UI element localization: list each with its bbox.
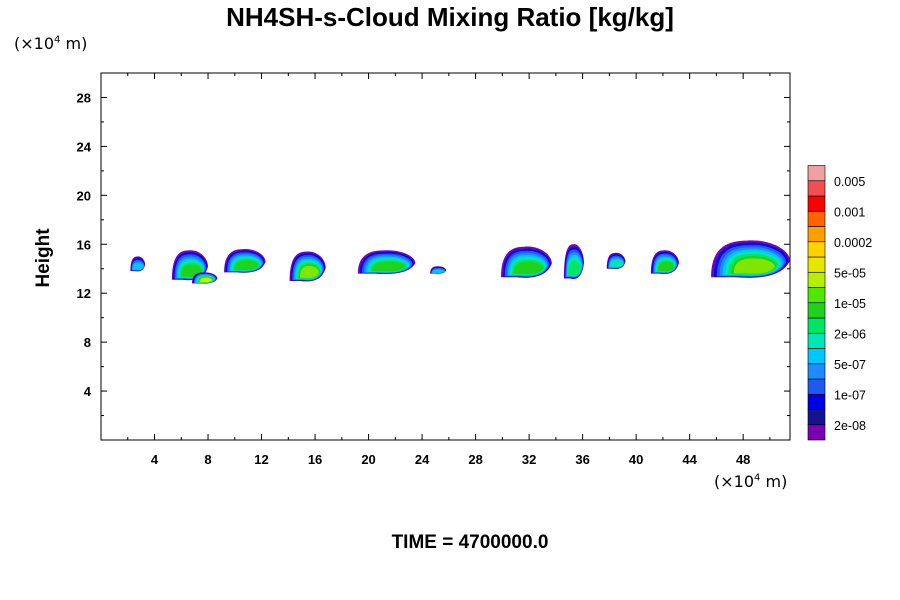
- y-unit-exp: 4: [54, 34, 61, 46]
- colorbar-swatch: [807, 409, 826, 426]
- y-tick-label: 28: [77, 90, 91, 105]
- colorbar-swatch: [807, 180, 826, 197]
- y-tick-label: 4: [84, 384, 92, 399]
- chart-title: NH4SH-s-Cloud Mixing Ratio [kg/kg]: [226, 2, 674, 32]
- cloud-patch: [563, 244, 584, 280]
- cloud-patch: [650, 250, 679, 274]
- cloud-contour-level: [300, 265, 319, 279]
- colorbar-label: 1e-05: [834, 297, 866, 311]
- cloud-patch: [289, 251, 326, 282]
- colorbar-label: 0.001: [834, 205, 865, 219]
- colorbar-swatch: [807, 424, 826, 441]
- x-tick-label: 20: [361, 452, 375, 467]
- cloud-contour-level: [568, 260, 582, 276]
- cloud-contour-level: [513, 261, 544, 275]
- y-unit-prefix: (×10: [14, 34, 55, 53]
- colorbar-swatch: [807, 287, 826, 304]
- plot-frame: [100, 72, 791, 441]
- colorbar-swatch: [807, 348, 826, 365]
- colorbar-swatch: [807, 241, 826, 258]
- x-tick-label: 16: [308, 452, 322, 467]
- y-tick-label: 12: [77, 286, 91, 301]
- x-tick-label: 40: [629, 452, 643, 467]
- cloud-contour-level: [610, 260, 624, 268]
- colorbar-swatch: [807, 378, 826, 395]
- x-tick-label: 4: [151, 452, 159, 467]
- cloud-patch: [501, 246, 552, 278]
- x-tick-label: 32: [522, 452, 536, 467]
- x-tick-label: 48: [736, 452, 750, 467]
- y-tick-label: 16: [77, 237, 91, 252]
- colorbar-label: 0.005: [834, 175, 865, 189]
- colorbar-swatch: [807, 256, 826, 273]
- colorbar-label: 2e-06: [834, 327, 866, 341]
- cloud-contour-level: [432, 269, 445, 273]
- y-axis-unit: (×104 m): [14, 34, 87, 53]
- cloud-patch: [130, 256, 146, 272]
- cloud-patch: [430, 266, 447, 274]
- colorbar-label: 1e-07: [834, 388, 866, 402]
- colorbar-swatch: [807, 393, 826, 410]
- y-unit-suffix: m): [60, 34, 88, 53]
- colorbar-swatch: [807, 332, 826, 349]
- cloud-patch: [224, 249, 266, 273]
- cloud-contour-level: [200, 277, 212, 283]
- x-unit-prefix: (×10: [714, 472, 755, 491]
- colorbar-label: 0.0002: [834, 236, 872, 250]
- cloud-field: [130, 240, 790, 284]
- cloud-patch: [357, 250, 416, 274]
- y-tick-label: 8: [84, 335, 91, 350]
- y-tick-label: 20: [77, 188, 91, 203]
- colorbar-label: 2e-08: [834, 419, 866, 433]
- colorbar-label: 5e-07: [834, 358, 866, 372]
- cloud-contour-level: [234, 260, 259, 271]
- x-unit-suffix: m): [760, 472, 788, 491]
- x-unit-exp: 4: [754, 472, 761, 484]
- cloud-contour-level: [733, 258, 775, 274]
- cloud-contour-level: [132, 262, 144, 270]
- colorbar-label: 5e-05: [834, 266, 866, 280]
- cloud-patch: [711, 240, 790, 278]
- cloud-patch: [606, 252, 626, 269]
- cloud-contour-level: [372, 261, 406, 272]
- colorbar-swatch: [807, 165, 826, 182]
- colorbar-swatch: [807, 195, 826, 212]
- colorbar: 2e-08 1e-07 5e-07 2e-06 1e-05 5e-05 0.0002 0.00…: [807, 165, 872, 441]
- x-tick-label: 12: [254, 452, 268, 467]
- time-label: TIME = 4700000.0: [391, 532, 549, 553]
- x-axis-unit: (×104 m): [714, 472, 787, 491]
- y-axis: 4 8 12 16 20 24 28: [77, 90, 790, 417]
- colorbar-swatch: [807, 226, 826, 243]
- colorbar-swatch: [807, 317, 826, 334]
- y-tick-label: 24: [77, 139, 92, 154]
- colorbar-swatch: [807, 210, 826, 227]
- x-tick-label: 36: [575, 452, 589, 467]
- colorbar-swatch: [807, 271, 826, 288]
- cloud-contour-level: [657, 261, 675, 272]
- x-tick-label: 24: [415, 452, 430, 467]
- x-axis: 4 8 12 16 20 24 28 32 36 40 44 48: [127, 73, 771, 467]
- x-tick-label: 28: [468, 452, 482, 467]
- x-tick-label: 8: [204, 452, 211, 467]
- colorbar-swatch: [807, 363, 826, 380]
- colorbar-swatch: [807, 302, 826, 319]
- x-tick-label: 44: [682, 452, 697, 467]
- cloud-patch: [191, 272, 218, 284]
